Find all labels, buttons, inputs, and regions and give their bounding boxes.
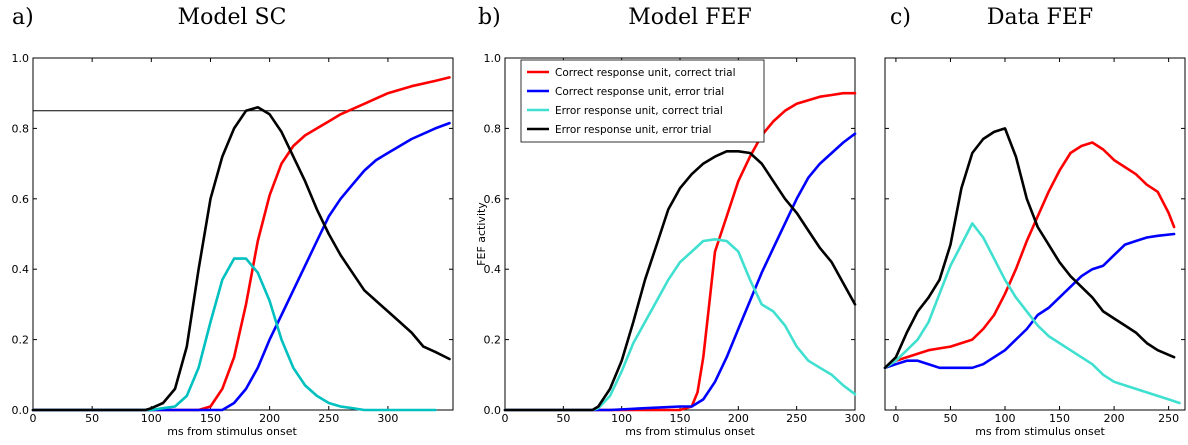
x-tick-label: 200 [259, 412, 280, 425]
x-tick-label: 100 [611, 412, 632, 425]
x-tick-label: 250 [318, 412, 339, 425]
panel-data-fef: c) Data FEF 0 50 100 150 200 250 ms from stimulu… [883, 5, 1186, 438]
y-tick-label: 1.0 [484, 52, 502, 65]
legend-box [520, 59, 765, 143]
series-line-3 [31, 257, 437, 412]
chart-title: Model SC [178, 5, 287, 30]
y-tick-label: 0.2 [484, 334, 502, 347]
y-tick-label: 0.0 [12, 404, 30, 417]
series-line-2 [503, 132, 857, 412]
series-line-4 [503, 150, 857, 412]
y-tick-label: 0.8 [484, 122, 502, 135]
series-line-1 [503, 91, 857, 412]
x-tick-label: 250 [1158, 412, 1179, 425]
x-tick-label: 100 [141, 412, 162, 425]
plot-frame [884, 57, 1186, 411]
x-tick-label: 150 [200, 412, 221, 425]
series-line-3 [503, 238, 857, 412]
chart-title: Data FEF [987, 5, 1093, 30]
x-tick-label: 0 [892, 412, 899, 425]
y-tick-label: 1.0 [12, 52, 30, 65]
legend-entry: Correct response unit, error trial [555, 86, 724, 98]
y-tick-label: 0.0 [484, 404, 502, 417]
chart-title: Model FEF [628, 5, 752, 30]
y-axis-label: FEF activity [475, 202, 488, 266]
y-tick-label: 0.4 [484, 263, 502, 276]
x-tick-label: 250 [786, 412, 807, 425]
panel-letter: a) [12, 5, 34, 30]
x-axis-label: ms from stimulus onset [975, 425, 1105, 438]
x-tick-label: 200 [728, 412, 749, 425]
legend-entry: Correct response unit, correct trial [555, 67, 736, 79]
series-line-2 [883, 232, 1176, 370]
y-tick-label: 0.2 [12, 334, 30, 347]
x-axis-label: ms from stimulus onset [625, 425, 755, 438]
y-tick-label: 0.6 [12, 193, 30, 206]
legend-entry: Error response unit, correct trial [555, 105, 723, 117]
y-tick-label: 0.6 [484, 193, 502, 206]
x-tick-label: 50 [556, 412, 570, 425]
legend-entry: Error response unit, error trial [555, 124, 711, 136]
series-line-4 [883, 127, 1176, 370]
series-line-3 [883, 222, 1181, 405]
plot-frame [32, 57, 454, 411]
x-tick-label: 200 [1104, 412, 1125, 425]
series-line-1 [31, 76, 451, 412]
x-tick-label: 300 [377, 412, 398, 425]
panel-letter: c) [890, 5, 911, 30]
x-tick-label: 50 [943, 412, 957, 425]
x-tick-label: 100 [995, 412, 1016, 425]
panel-model-fef: b) Model FEF 0.0 0.2 0.4 0.6 0.8 1.0 0 50 100 150 20… [475, 5, 866, 438]
panel-letter: b) [478, 5, 501, 30]
x-axis-label: ms from stimulus onset [167, 425, 297, 438]
y-tick-label: 0.8 [12, 122, 30, 135]
x-tick-label: 50 [85, 412, 99, 425]
panel-model-sc: a) Model SC 0.0 0.2 0.4 0.6 0.8 1.0 0 50 100 150 200… [12, 5, 454, 438]
series-line-2 [31, 121, 451, 412]
x-tick-label: 150 [670, 412, 691, 425]
x-tick-label: 150 [1049, 412, 1070, 425]
y-tick-label: 0.4 [12, 263, 30, 276]
legend: Correct response unit, correct trial Corr… [520, 59, 765, 143]
series-line-4 [31, 106, 451, 412]
x-tick-label: 0 [30, 412, 37, 425]
series-line-1 [883, 141, 1176, 370]
x-tick-label: 300 [845, 412, 866, 425]
x-tick-label: 0 [502, 412, 509, 425]
